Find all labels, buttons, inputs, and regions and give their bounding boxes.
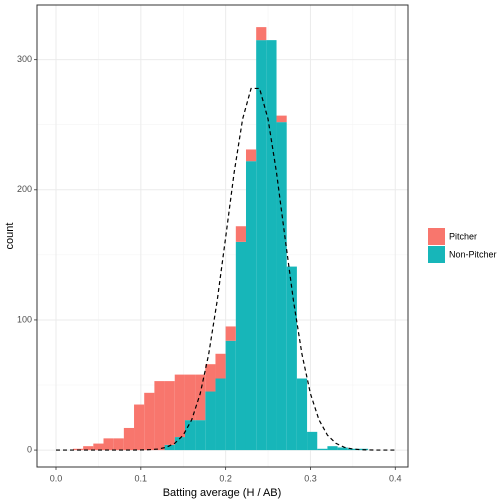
histogram-bar (347, 448, 358, 451)
histogram-bar (235, 226, 246, 242)
histogram-bar (103, 438, 114, 451)
histogram-bar (256, 40, 267, 451)
histogram-bar (317, 448, 328, 451)
legend-label: Pitcher (449, 231, 477, 241)
legend-label: Non-Pitcher (449, 249, 497, 259)
panel-border (36, 4, 409, 468)
histogram-bar (113, 438, 124, 451)
histogram-bar (276, 122, 287, 451)
histogram-bar (235, 241, 246, 451)
histogram-bar (266, 40, 277, 451)
x-tick-label: 0.2 (219, 473, 232, 483)
histogram-bar (296, 378, 308, 451)
histogram-bar (164, 444, 175, 451)
legend-key (428, 246, 445, 263)
histogram-bar (327, 446, 338, 451)
histogram-bar (205, 391, 216, 451)
histogram-bar (286, 266, 297, 451)
histogram-bar (225, 340, 236, 451)
x-axis-label: Batting average (H / AB) (163, 487, 282, 499)
density-curve (56, 87, 396, 451)
histogram-bar (72, 448, 84, 451)
histogram-bar (195, 374, 206, 421)
histogram-bar (245, 161, 257, 451)
histogram-bar (307, 431, 318, 451)
y-tick-label: 0 (27, 444, 32, 454)
histogram-bar (215, 378, 226, 451)
x-tick-label: 0.1 (135, 473, 148, 483)
x-tick-label: 0.0 (50, 473, 63, 483)
histogram-bar (195, 420, 206, 451)
x-tick-label: 0.3 (304, 473, 317, 483)
histogram-bar (123, 427, 135, 451)
histogram-bar (174, 374, 185, 438)
histogram-bar (93, 443, 104, 451)
histogram-bar (164, 381, 175, 445)
histogram-bar (256, 27, 267, 41)
histogram-bar (276, 115, 287, 123)
histogram-bar (205, 364, 216, 392)
histogram-bar (154, 381, 165, 451)
histogram-bar (83, 446, 94, 451)
histogram-bar (225, 326, 236, 341)
x-tick-label: 0.4 (389, 473, 402, 483)
histogram-bar (184, 374, 196, 421)
legend-key (428, 228, 445, 245)
histogram-bar (144, 392, 155, 451)
histogram-bar (337, 447, 348, 451)
y-axis-label: count (4, 223, 16, 250)
y-tick-label: 300 (17, 54, 32, 64)
histogram-bar (174, 437, 185, 451)
histogram-bar (184, 420, 196, 451)
histogram-bar (215, 353, 226, 379)
histogram-bar (134, 404, 145, 451)
y-tick-label: 200 (17, 184, 32, 194)
histogram-bar (245, 149, 257, 162)
y-tick-label: 100 (17, 314, 32, 324)
